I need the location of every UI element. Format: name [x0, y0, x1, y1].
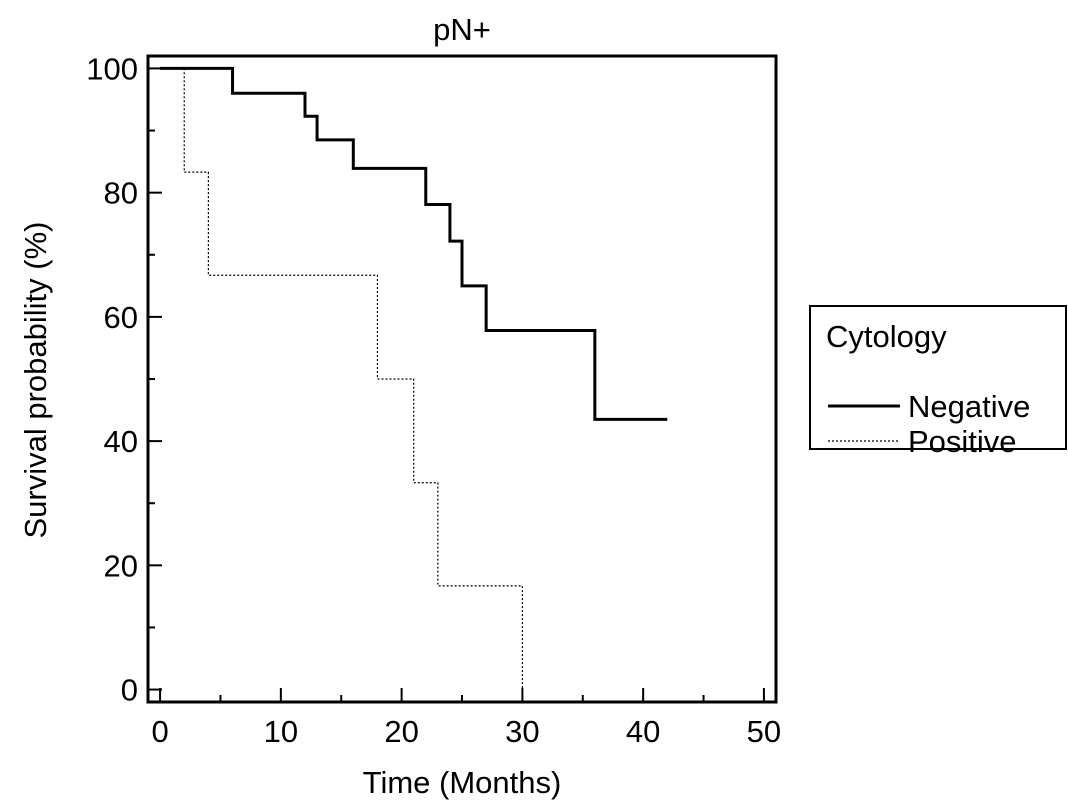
- y-tick-label: 0: [121, 673, 138, 708]
- x-tick-label: 40: [626, 714, 660, 749]
- legend-label-negative: Negative: [908, 389, 1030, 424]
- y-tick-label: 80: [104, 176, 138, 211]
- y-tick-label: 20: [104, 548, 138, 583]
- y-tick-label: 100: [86, 51, 138, 86]
- chart-title: pN+: [433, 12, 491, 47]
- x-tick-label: 50: [747, 714, 781, 749]
- series-line-negative: [160, 66, 668, 421]
- y-axis-ticks: 0 20 40 60 80 100: [86, 51, 162, 708]
- x-axis-label: Time (Months): [363, 765, 562, 800]
- legend-title: Cytology: [826, 319, 947, 354]
- x-axis-ticks: 0 10 20 30 40 50: [151, 688, 781, 749]
- y-tick-label: 40: [104, 424, 138, 459]
- legend-label-positive: Positive: [908, 424, 1017, 459]
- y-axis-label: Survival probability (%): [18, 222, 53, 539]
- series-line-positive: [160, 67, 523, 690]
- plot-frame: [146, 54, 778, 704]
- x-tick-label: 20: [384, 714, 418, 749]
- legend-box: [809, 305, 1067, 450]
- series-layer: [160, 66, 668, 690]
- y-tick-label: 60: [104, 300, 138, 335]
- x-tick-label: 10: [264, 714, 298, 749]
- x-tick-label: 0: [151, 714, 168, 749]
- legend: Cytology Negative Positive: [809, 305, 1067, 459]
- x-tick-label: 30: [505, 714, 539, 749]
